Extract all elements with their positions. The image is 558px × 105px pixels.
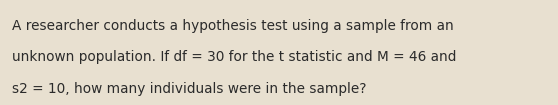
Text: s2 = 10, how many individuals were in the sample?: s2 = 10, how many individuals were in th… bbox=[12, 82, 367, 96]
Text: A researcher conducts a hypothesis test using a sample from an: A researcher conducts a hypothesis test … bbox=[12, 19, 454, 33]
Text: unknown population. If df = 30 for the t statistic and M = 46 and: unknown population. If df = 30 for the t… bbox=[12, 50, 456, 64]
